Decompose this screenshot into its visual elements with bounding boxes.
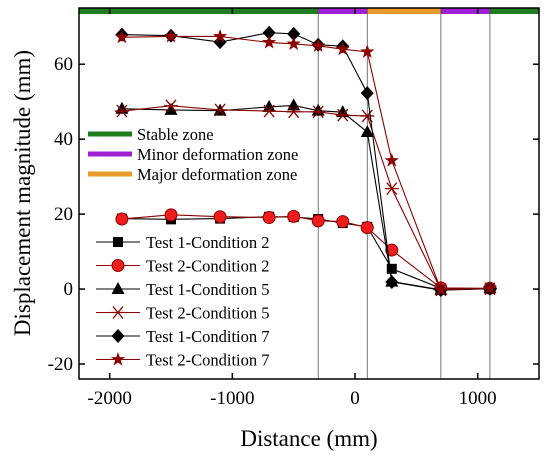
- data-point: [287, 209, 301, 223]
- series-legend-marker: [111, 306, 125, 319]
- data-point: [335, 108, 350, 122]
- data-point: [262, 34, 277, 49]
- data-point: [311, 105, 326, 119]
- data-point: [286, 105, 301, 119]
- data-point: [360, 125, 374, 138]
- data-point: [213, 35, 227, 50]
- zone-legend-label: Minor deformation zone: [137, 145, 298, 164]
- plot-frame: [78, 7, 540, 380]
- data-point: [287, 98, 301, 111]
- series-legend-label: Test 1-Condition 5: [146, 280, 270, 299]
- data-point: [360, 86, 374, 101]
- zone-legend-label: Stable zone: [137, 125, 214, 144]
- series-legend-label: Test 1-Condition 7: [146, 327, 270, 346]
- x-tick-label: -1000: [210, 388, 254, 409]
- data-point: [360, 44, 375, 58]
- data-point: [311, 214, 325, 228]
- data-point: [164, 208, 178, 222]
- data-point: [433, 282, 448, 296]
- series-legend-marker: [113, 237, 123, 247]
- data-point: [286, 36, 301, 51]
- data-point: [287, 26, 301, 41]
- data-point: [262, 210, 276, 224]
- series-legend-marker: [111, 282, 125, 294]
- x-tick-label: -2000: [88, 388, 132, 409]
- data-point: [114, 104, 129, 118]
- x-tick-label: 0: [350, 388, 360, 409]
- zone-bar-2: [367, 8, 441, 14]
- x-tick-label: 1000: [459, 388, 497, 409]
- zone-bar-1: [318, 8, 368, 14]
- series-legend-marker: [111, 259, 125, 272]
- y-tick-label: 60: [54, 54, 73, 75]
- data-point: [262, 99, 276, 112]
- series-legend-marker: [111, 329, 125, 343]
- y-tick-label: 40: [54, 129, 73, 150]
- series-legend-label: Test 2-Condition 5: [146, 304, 270, 323]
- y-tick-label: -20: [48, 354, 73, 375]
- zone-legend-label: Major deformation zone: [137, 165, 297, 184]
- axis-ticks: -2000 -1000 0 1000 -20 0 20 40 60: [48, 8, 539, 409]
- zone-bar-4: [489, 8, 539, 14]
- data-point: [164, 102, 178, 115]
- series-legend-label: Test 1-Condition 2: [146, 233, 270, 252]
- data-point: [262, 104, 277, 118]
- data-point: [114, 29, 130, 44]
- data-point: [385, 243, 399, 257]
- data-point: [262, 25, 276, 40]
- data-point: [212, 28, 228, 43]
- series-legend: Test 1-Condition 2 Test 2-Condition 2 Test…: [96, 233, 270, 370]
- series-6: [114, 28, 498, 296]
- data-point: [482, 280, 498, 295]
- data-point: [335, 41, 350, 56]
- series-legend-marker: [110, 352, 126, 366]
- data-point: [384, 182, 399, 196]
- data-point: [385, 274, 399, 289]
- data-point: [386, 263, 397, 274]
- y-tick-label: 0: [64, 279, 74, 300]
- series-legend-label: Test 2-Condition 2: [146, 257, 270, 276]
- data-point: [311, 38, 326, 52]
- y-axis-title: Displacement magnitude (mm): [10, 50, 35, 336]
- data-point: [115, 212, 129, 226]
- data-point: [360, 221, 374, 235]
- data-point: [213, 103, 228, 117]
- zone-bar-3: [440, 8, 490, 14]
- data-point: [384, 153, 399, 167]
- series-layer: [114, 25, 498, 298]
- data-point: [336, 215, 350, 229]
- data-point: [164, 99, 178, 113]
- zone-boundary-lines: [317, 8, 491, 379]
- data-point: [163, 28, 179, 43]
- y-tick-label: 20: [54, 204, 73, 225]
- data-point: [213, 210, 227, 224]
- series-legend-label: Test 2-Condition 7: [146, 351, 270, 370]
- x-axis-title: Distance (mm): [240, 426, 377, 451]
- zone-bar-0: [79, 8, 319, 14]
- zone-bars: [79, 8, 539, 14]
